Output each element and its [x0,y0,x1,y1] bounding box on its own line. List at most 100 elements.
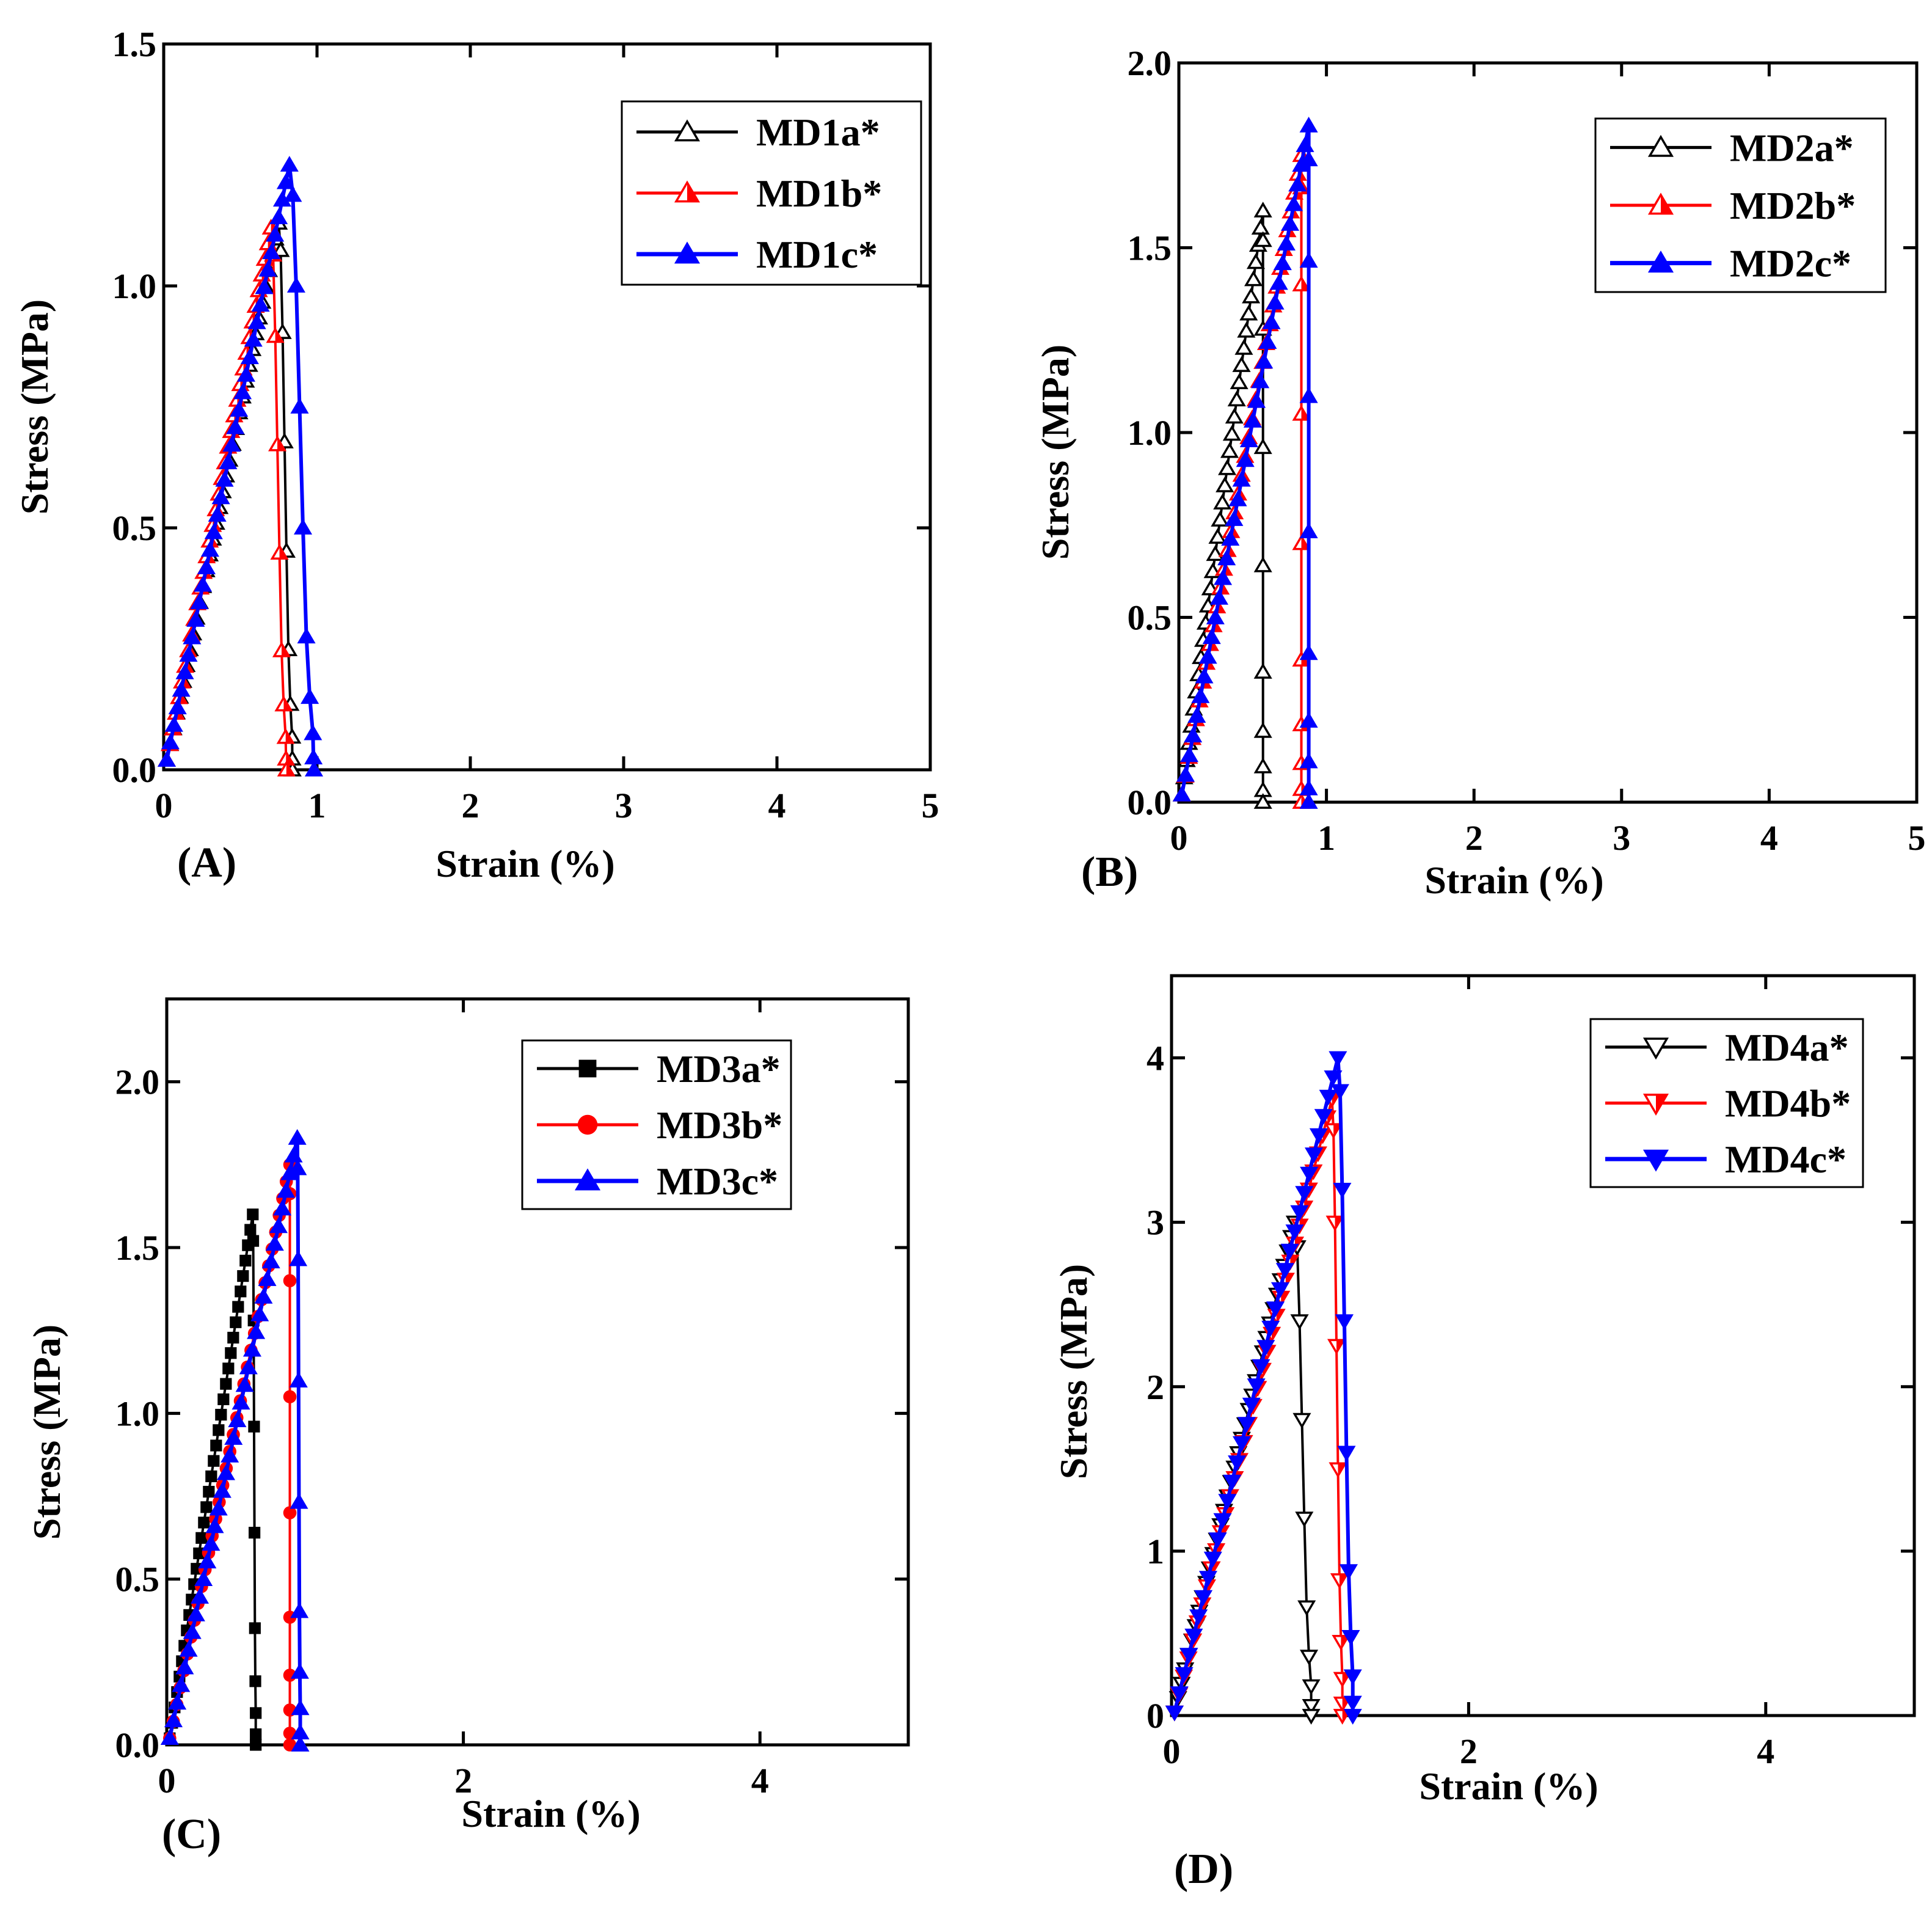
data-point [261,1252,280,1269]
data-point [1299,252,1318,268]
data-point [220,1378,232,1390]
legend-label: MD2a* [1730,126,1854,169]
data-point [304,724,323,740]
legend-label: MD2c* [1730,242,1851,285]
data-point [1221,530,1240,546]
panel-label: (D) [1174,1846,1233,1893]
data-point-fill [275,329,283,342]
data-point [1253,556,1272,572]
data-point [1198,1571,1217,1587]
data-point [205,1470,217,1483]
data-point [1198,648,1217,664]
x-tick-label: 0 [158,1761,176,1800]
y-tick-label: 2.0 [1128,43,1172,83]
y-tick-label: 1.0 [1128,413,1172,453]
data-point [1285,1224,1304,1240]
data-point [301,688,319,704]
data-point [286,277,305,293]
data-point [208,1455,220,1467]
y-axis-title: Stress (MPa) [25,1325,68,1540]
data-point [1176,766,1195,782]
data-point-fill [1341,1636,1349,1649]
data-point [304,748,323,765]
data-point [288,1159,307,1175]
data-point-fill [1335,1216,1343,1230]
data-point [172,681,191,697]
data-point [1280,1243,1299,1260]
data-point [1180,746,1199,762]
data-point [231,1394,250,1410]
data-point [250,1305,269,1321]
data-point [283,1274,297,1288]
data-point [172,1676,191,1692]
y-tick-label: 2 [1146,1367,1164,1407]
y-tick-label: 1.0 [112,266,157,306]
data-point [222,436,241,452]
series-md2a [1172,202,1272,809]
data-point [265,1235,284,1251]
legend: MD2a* MD2b* MD2c* [1594,117,1887,293]
data-point [258,261,277,277]
data-point [1253,793,1272,809]
x-tick-label: 0 [1170,818,1188,858]
data-point-fill [281,643,289,656]
data-point [1184,1628,1203,1645]
data-point [284,1146,303,1163]
data-point [194,576,213,592]
data-point [1208,1532,1227,1548]
y-tick-label: 1.5 [115,1228,160,1268]
data-point-fill [1301,536,1309,549]
data-point [1297,1600,1316,1617]
data-point [1223,1474,1242,1491]
data-point [247,1235,260,1247]
data-point [266,225,285,242]
x-tick-label: 2 [454,1761,472,1800]
x-tick-label: 2 [1460,1731,1478,1771]
data-point-fill [279,546,287,559]
data-point [288,1129,307,1145]
data-point [210,1439,222,1452]
data-point [215,1408,227,1421]
legend-label: MD3c* [657,1160,778,1203]
data-point [1261,1320,1280,1337]
data-point-fill [286,762,294,776]
data-point [232,1301,244,1313]
data-point [304,761,324,777]
data-point [1243,412,1262,428]
data-point [1299,522,1318,539]
data-point [186,1606,205,1621]
data-point-fill [1290,1256,1298,1268]
data-point [1228,490,1247,506]
data-point [1288,175,1307,192]
legend-marker [577,1114,598,1135]
data-point [249,1622,261,1634]
data-point-fill [1301,277,1309,291]
data-point-fill [1281,1292,1289,1304]
legend-marker [1647,134,1674,157]
x-axis-title: Strain (%) [1424,858,1603,902]
y-tick-label: 0.5 [115,1560,160,1599]
x-tick-label: 3 [1613,818,1630,858]
data-point [1227,390,1246,407]
panel-label: (C) [162,1811,221,1858]
data-point [247,313,266,329]
data-point [1253,663,1272,679]
data-point-fill [1301,407,1309,420]
data-point [297,627,316,644]
data-point [248,1420,260,1433]
data-point-fill [1276,1309,1284,1323]
data-point [1296,136,1314,152]
data-point [225,1347,237,1359]
data-point [1300,1166,1319,1183]
data-point-fill [1332,1093,1340,1106]
legend-label: MD3b* [657,1103,782,1147]
data-point [1242,287,1261,304]
data-point [1213,494,1232,510]
x-tick-label: 2 [1465,818,1483,858]
panel-label: (A) [177,839,236,886]
data-point [1175,1667,1194,1683]
data-point [1302,1709,1321,1725]
data-point-fill [1338,1463,1346,1476]
data-point [1295,1186,1314,1202]
